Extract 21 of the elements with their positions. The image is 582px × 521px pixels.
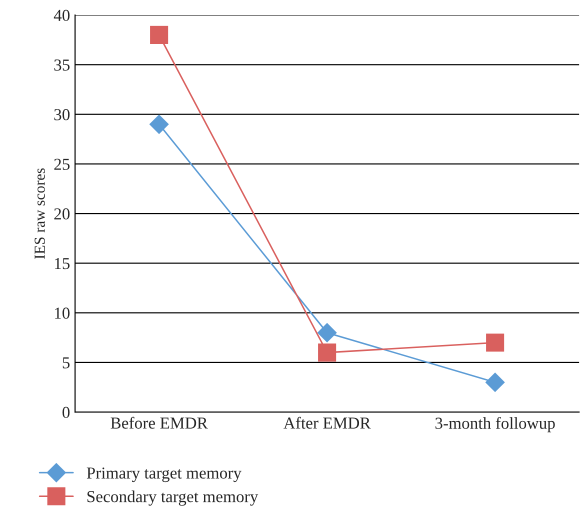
legend-label: Secondary target memory: [87, 490, 258, 506]
y-tick-label: 10: [55, 308, 70, 319]
y-tick-label: 25: [54, 158, 70, 170]
point: [486, 372, 505, 392]
x-tick-label: 3-month followup: [435, 416, 555, 432]
point: [318, 323, 337, 342]
y-tick-label: 0: [62, 406, 70, 418]
point: [150, 26, 168, 44]
y-tick-label: 35: [54, 59, 70, 71]
y-axis-title: IES raw scores: [34, 168, 45, 259]
y-tick-label: 20: [54, 208, 70, 220]
x-tick-label: After EMDR: [284, 416, 371, 429]
y-tick-label: 5: [62, 357, 70, 368]
legend-label: Primary target memory: [86, 467, 242, 482]
point: [150, 114, 169, 134]
y-tick-label: 30: [54, 109, 70, 120]
point: [486, 334, 504, 352]
point: [318, 344, 336, 362]
y-tick-label: 15: [55, 258, 70, 270]
x-tick-label: Before EMDR: [110, 416, 208, 429]
y-tick-label: 40: [54, 10, 70, 22]
